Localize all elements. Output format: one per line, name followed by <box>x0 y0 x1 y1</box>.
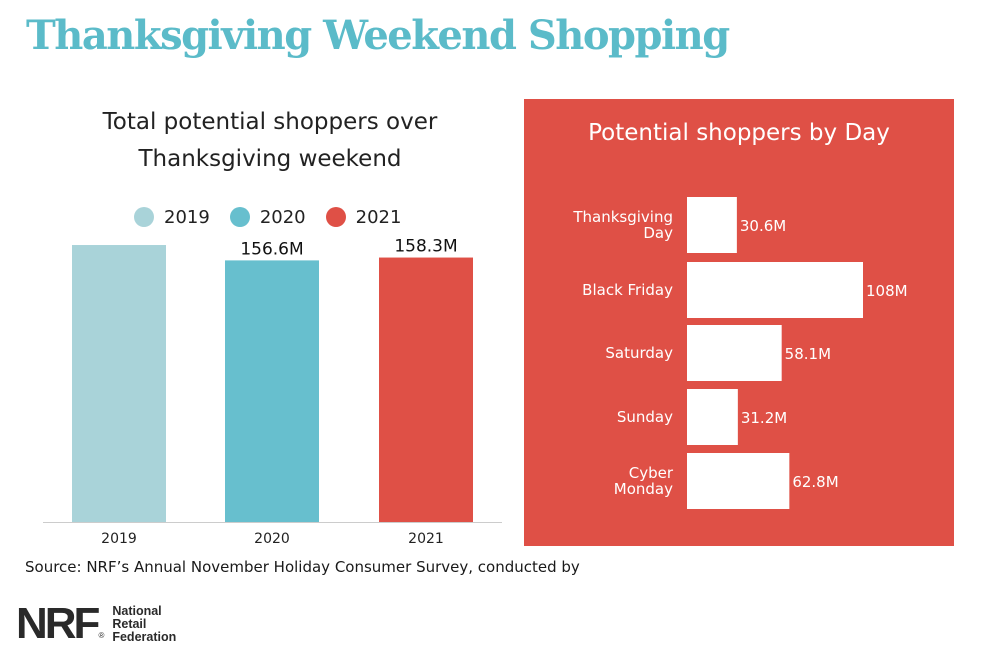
hbar-category-label-cyber-monday: Cyber Monday <box>614 464 674 498</box>
hbar-value-label-saturday: 58.1M <box>785 345 831 363</box>
legend-dot-2019 <box>134 207 154 227</box>
right-chart-title: Potential shoppers by Day <box>588 120 890 146</box>
hbar-thanksgiving-day <box>687 197 737 253</box>
nrf-logo-line-2: Retail <box>112 616 147 631</box>
legend-dot-2020 <box>229 207 250 227</box>
nrf-logo-line-1: National <box>112 603 162 618</box>
left-chart-title: Total potential shoppers over Thanksgivi… <box>40 104 500 178</box>
hbar-cyber-monday <box>687 453 790 509</box>
hbar-value-label-sunday: 31.2M <box>741 409 787 427</box>
x-tick-label-2020: 2020 <box>254 531 290 547</box>
left-chart-title-line-1: Total potential shoppers over <box>102 109 438 135</box>
legend-label-2019: 2019 <box>164 206 210 228</box>
hbar-sunday <box>687 389 738 445</box>
hbar-category-label-saturday: Saturday <box>605 344 673 362</box>
x-tick-label-2019: 2019 <box>101 531 137 547</box>
nrf-logo-registered: ® <box>98 631 105 640</box>
legend-item-2021: 2021 <box>325 206 402 228</box>
left-chart-legend: 2019 2020 2021 <box>134 204 421 230</box>
hbar-category-label-sunday: Sunday <box>617 408 673 426</box>
bar-2021 <box>379 257 473 522</box>
legend-label-2020: 2020 <box>259 206 306 228</box>
nrf-logo-mark: NRF <box>16 599 100 648</box>
hbar-value-label-thanksgiving-day: 30.6M <box>740 217 786 235</box>
nrf-logo: NRF ® National Retail Federation <box>16 600 176 648</box>
hbar-black-friday <box>687 262 863 318</box>
bar-value-label-2021: 158.3M <box>394 237 457 257</box>
nrf-logo-line-3: Federation <box>112 629 177 644</box>
hbar-category-label-black-friday: Black Friday <box>582 281 673 299</box>
nrf-logo-text: National Retail Federation <box>112 603 177 644</box>
legend-dot-2021 <box>325 207 346 227</box>
left-chart-title-line-2: Thanksgiving weekend <box>138 146 402 172</box>
x-tick-label-2021: 2021 <box>408 531 444 547</box>
bar-2019 <box>72 245 166 522</box>
hbar-value-label-black-friday: 108M <box>866 282 908 300</box>
page-title: Thanksgiving Weekend Shopping <box>26 12 730 59</box>
hbar-category-label-thanksgiving-day: Thanksgiving Day <box>572 208 673 242</box>
legend-label-2021: 2021 <box>355 206 402 228</box>
source-note: Source: NRF’s Annual November Holiday Co… <box>25 558 580 576</box>
legend-item-2019: 2019 <box>134 207 210 228</box>
hbar-saturday <box>687 325 782 381</box>
hbar-value-label-cyber-monday: 62.8M <box>792 473 838 491</box>
bar-2020 <box>225 260 319 522</box>
bar-value-label-2020: 156.6M <box>240 239 303 259</box>
legend-item-2020: 2020 <box>229 206 306 228</box>
